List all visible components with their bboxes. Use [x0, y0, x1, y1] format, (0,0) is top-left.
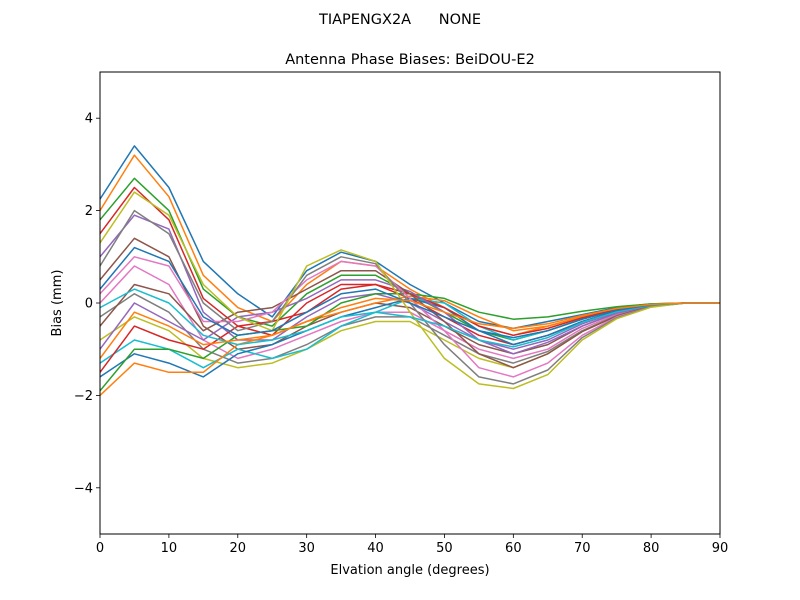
x-tick-label: 50	[436, 541, 453, 556]
plot-area	[99, 71, 721, 535]
x-tick-label: 30	[298, 541, 315, 556]
y-tick-label: 2	[85, 204, 93, 219]
series-layer	[99, 145, 720, 396]
x-tick-label: 10	[161, 541, 178, 556]
series-line-20	[99, 288, 720, 348]
figure-suptitle: TIAPENGX2A NONE	[318, 12, 481, 28]
series-line-22	[99, 297, 720, 359]
x-tick-label: 70	[574, 541, 591, 556]
y-axis: −4 −2 0 2 4	[74, 112, 100, 496]
x-tick-label: 80	[643, 541, 660, 556]
y-tick-label: −4	[74, 481, 93, 496]
x-tick-label: 20	[230, 541, 247, 556]
series-line-21	[99, 246, 720, 339]
series-line-17	[99, 256, 720, 378]
series-line-19	[99, 191, 720, 390]
series-line-16	[99, 269, 720, 369]
chart-title: Antenna Phase Biases: BeiDOU-E2	[285, 52, 535, 68]
x-tick-label: 90	[712, 541, 729, 556]
x-axis-label: Elvation angle (degrees)	[330, 563, 489, 578]
x-tick-label: 60	[505, 541, 522, 556]
series-line-15	[99, 279, 720, 355]
y-tick-label: 4	[85, 112, 93, 127]
y-axis-label: Bias (mm)	[50, 270, 65, 337]
x-tick-label: 40	[367, 541, 384, 556]
x-axis: 0 10 20 30 40 50 60 70 80 90	[96, 534, 728, 556]
x-tick-label: 0	[96, 541, 104, 556]
y-tick-label: −2	[74, 389, 93, 404]
y-tick-label: 0	[85, 297, 93, 312]
series-line-1	[99, 145, 720, 330]
